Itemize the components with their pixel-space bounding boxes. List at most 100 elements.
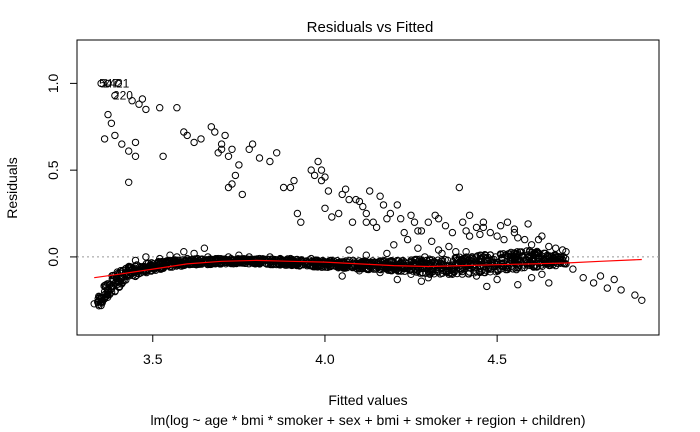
residual-point	[190, 138, 198, 147]
residual-point	[426, 256, 434, 264]
residual-point	[417, 277, 426, 285]
residual-point	[397, 215, 405, 223]
residual-point	[183, 254, 191, 263]
residual-point	[297, 256, 305, 265]
residual-point	[235, 251, 243, 259]
residual-point	[248, 140, 257, 148]
residual-point	[514, 281, 522, 289]
residual-point	[362, 251, 370, 259]
residual-point	[410, 218, 419, 226]
residual-point	[232, 259, 241, 268]
residual-point	[362, 218, 370, 226]
residual-point	[579, 274, 587, 282]
residual-point	[494, 265, 502, 273]
model-formula-subtitle: lm(log ~ age * bmi * smoker + sex + bmi …	[151, 412, 586, 428]
residual-point	[465, 232, 474, 240]
residual-point	[552, 244, 560, 252]
residual-point	[345, 246, 353, 254]
residual-point	[128, 97, 136, 105]
residual-point	[193, 254, 202, 263]
residual-point	[524, 220, 532, 228]
residual-point	[100, 287, 109, 296]
residual-point	[390, 263, 398, 271]
residual-point	[552, 261, 560, 270]
residual-point	[273, 149, 281, 157]
residual-point	[479, 253, 488, 261]
residual-point	[393, 201, 401, 209]
residual-point	[321, 173, 329, 181]
residual-point	[224, 152, 233, 161]
residual-point	[638, 296, 646, 304]
residual-point	[541, 249, 550, 258]
residual-point	[314, 157, 322, 166]
residual-point	[379, 263, 388, 271]
residual-point	[156, 254, 164, 263]
residual-point	[379, 201, 388, 209]
residual-point	[118, 140, 126, 148]
x-tick-label: 4.0	[315, 351, 335, 367]
residual-point	[424, 274, 432, 282]
residual-point	[177, 262, 186, 270]
residual-point	[441, 222, 450, 230]
residual-point	[610, 275, 618, 284]
residual-point	[603, 284, 611, 292]
residual-point	[481, 268, 489, 277]
residual-point	[486, 228, 494, 237]
residual-point	[286, 183, 295, 192]
residual-point	[390, 241, 398, 249]
residual-point	[589, 279, 598, 287]
residual-point	[234, 255, 242, 264]
residual-point	[334, 264, 342, 272]
residual-point	[527, 241, 536, 249]
residual-point	[561, 255, 570, 263]
residual-point	[266, 253, 274, 261]
residual-point	[156, 104, 164, 112]
residual-point	[438, 249, 446, 258]
residual-point	[376, 192, 384, 200]
residual-point	[631, 291, 639, 299]
residual-point	[511, 253, 519, 261]
residual-point	[336, 260, 345, 268]
chart-title: Residuals vs Fitted	[307, 19, 434, 36]
y-tick-label: 1.0	[45, 73, 61, 93]
residual-point	[355, 267, 364, 275]
residual-point	[97, 301, 105, 310]
residual-point	[114, 79, 123, 88]
residual-point	[259, 255, 267, 263]
residual-point	[142, 105, 150, 114]
residual-point	[414, 244, 422, 252]
residual-point	[383, 249, 391, 258]
residual-point	[238, 190, 247, 199]
residual-point	[503, 261, 512, 270]
residual-point	[217, 145, 226, 154]
residual-point	[416, 269, 424, 277]
y-axis: 0.0 0.5 1.0	[45, 73, 78, 267]
residual-point	[455, 183, 463, 192]
residual-point	[417, 227, 426, 235]
residual-point	[493, 260, 501, 268]
residual-point	[348, 218, 357, 226]
residual-point	[224, 183, 233, 192]
y-tick-label: 0.0	[45, 247, 61, 267]
residual-point	[235, 161, 243, 169]
residual-point	[538, 232, 546, 240]
residual-point	[200, 244, 209, 252]
residual-point	[461, 258, 470, 266]
residual-point	[197, 260, 206, 268]
residual-point	[138, 95, 147, 103]
residual-point	[107, 282, 116, 291]
residual-point	[553, 253, 561, 261]
residual-point	[362, 209, 370, 218]
residual-point	[528, 255, 537, 264]
residual-point	[481, 251, 490, 260]
residual-point	[545, 258, 553, 266]
residual-point	[500, 235, 508, 244]
residual-point	[479, 223, 488, 232]
residual-point	[503, 265, 512, 274]
residual-point	[317, 166, 326, 174]
residual-point	[226, 255, 235, 264]
residual-point	[376, 268, 384, 277]
y-tick-label: 0.5	[45, 160, 61, 180]
residual-point	[510, 258, 519, 266]
